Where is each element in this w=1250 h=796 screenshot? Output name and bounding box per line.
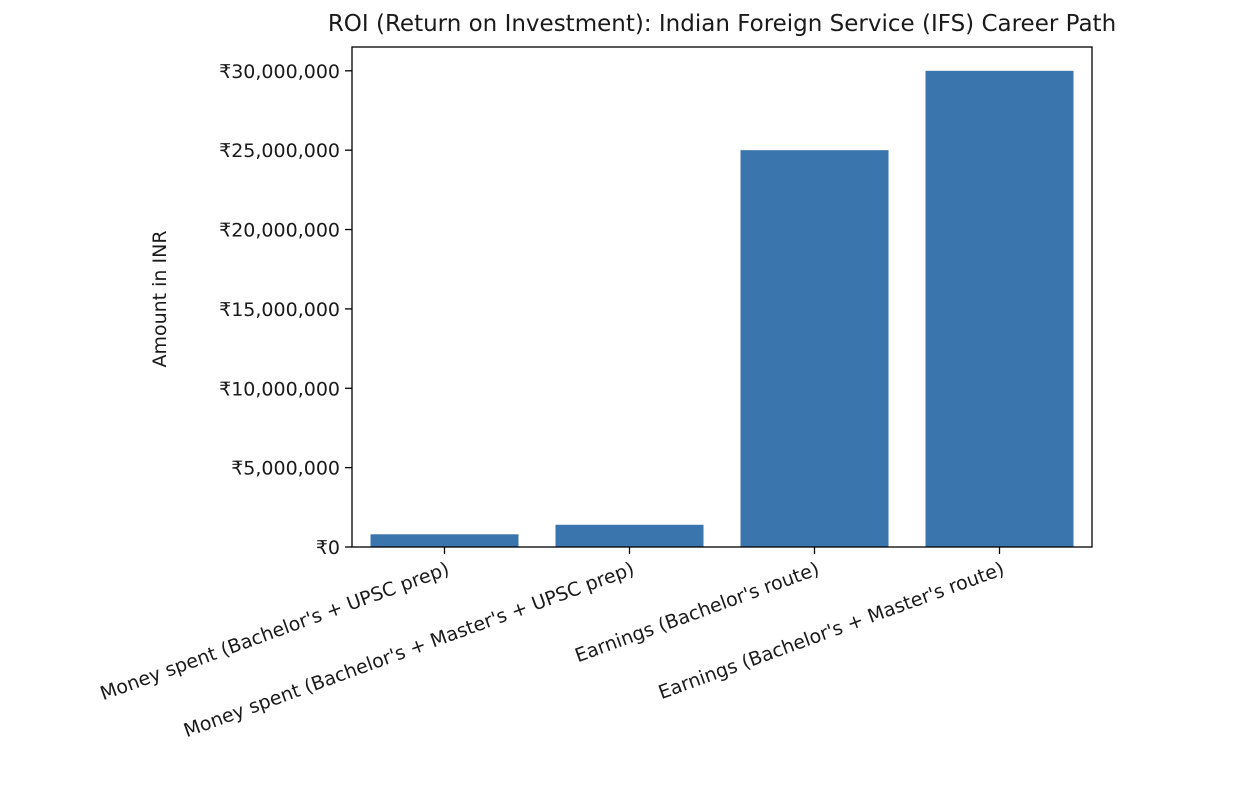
y-tick-label: ₹20,000,000 bbox=[219, 220, 340, 242]
y-tick-label: ₹25,000,000 bbox=[219, 140, 340, 162]
y-tick-label: ₹30,000,000 bbox=[219, 61, 340, 83]
bars-layer bbox=[370, 70, 1074, 548]
y-axis: ₹0 ₹5,000,000 ₹10,000,000 ₹15,000,000 ₹20,00… bbox=[219, 61, 352, 559]
x-tick-label: Earnings (Bachelor's + Master's route) bbox=[656, 558, 1008, 704]
x-tick-label: Money spent (Bachelor's + UPSC prep) bbox=[97, 558, 452, 705]
bar-3 bbox=[740, 150, 889, 548]
bar-4 bbox=[925, 70, 1074, 547]
y-tick-label: ₹15,000,000 bbox=[219, 299, 340, 321]
y-tick-label: ₹0 bbox=[316, 537, 340, 559]
chart-title: ROI (Return on Investment): Indian Forei… bbox=[328, 11, 1116, 37]
bar-2 bbox=[555, 524, 704, 547]
y-axis-label: Amount in INR bbox=[149, 230, 171, 367]
x-axis: Money spent (Bachelor's + UPSC prep)Mone… bbox=[97, 547, 1007, 742]
bar-1 bbox=[370, 534, 519, 547]
y-tick-label: ₹5,000,000 bbox=[231, 458, 340, 480]
plot-frame bbox=[351, 46, 1093, 548]
y-tick-label: ₹10,000,000 bbox=[219, 378, 340, 400]
